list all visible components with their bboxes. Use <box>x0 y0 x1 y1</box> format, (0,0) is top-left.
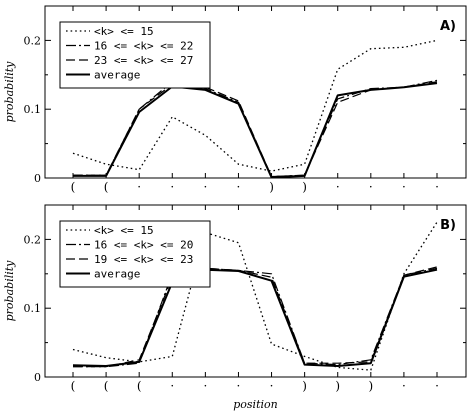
x-tick-label: · <box>435 379 439 393</box>
series-line-2 <box>73 79 438 178</box>
series-line-4 <box>73 82 438 179</box>
panel-label: A) <box>440 19 456 34</box>
x-tick-label: ( <box>137 379 142 393</box>
series-line-2 <box>73 267 438 368</box>
plot-frame <box>44 204 467 378</box>
y-tick-label: 0.2 <box>24 34 42 47</box>
x-tick-label: ( <box>71 379 76 393</box>
x-tick-label: · <box>402 180 406 194</box>
x-tick-label: · <box>137 180 141 194</box>
x-tick-label: ( <box>104 180 109 194</box>
x-tick-label: · <box>270 379 274 393</box>
chart-panel-2: 0 0.1 0.2 ( ( ( · · · ·))) · · probability position B)… <box>3 204 467 411</box>
x-tick-label: · <box>170 180 174 194</box>
x-tick-label: · <box>203 379 207 393</box>
x-tick-label: · <box>369 180 373 194</box>
x-axis-label: position <box>233 398 277 411</box>
legend-entry: 16 <= <k> <= 22 <box>94 40 193 53</box>
legend-entry: 23 <= <k> <= 27 <box>94 54 193 67</box>
x-tick-label: · <box>336 180 340 194</box>
y-tick-label: 0.1 <box>24 302 42 315</box>
y-axis-label: probability <box>3 61 16 123</box>
x-tick-label: · <box>402 379 406 393</box>
x-tick-label: ) <box>269 180 274 194</box>
x-tick-label: ) <box>368 379 373 393</box>
y-axis-label: probability <box>3 260 16 322</box>
panel-label: B) <box>440 218 456 233</box>
x-tick-label: ) <box>302 180 307 194</box>
x-tick-label: · <box>237 379 241 393</box>
series-line-3 <box>73 81 438 178</box>
y-tick-label: 0 <box>34 172 41 185</box>
legend-entry: 19 <= <k> <= 23 <box>94 253 193 266</box>
x-tick-label: ) <box>335 379 340 393</box>
legend-entry: 16 <= <k> <= 20 <box>94 239 193 252</box>
legend-entry: average <box>94 268 140 281</box>
x-tick-label: · <box>203 180 207 194</box>
legend-entry: <k> <= 15 <box>94 224 154 237</box>
x-tick-label: ( <box>71 180 76 194</box>
x-tick-label: · <box>170 379 174 393</box>
legend-box <box>59 220 211 288</box>
series-line-4 <box>72 268 438 367</box>
legend-entry: average <box>94 69 140 82</box>
plot-frame <box>44 5 467 179</box>
y-tick-label: 0.2 <box>24 233 42 246</box>
legend-entry: <k> <= 15 <box>94 25 154 38</box>
legend-box <box>59 21 211 89</box>
x-tick-label: · <box>237 180 241 194</box>
y-tick-label: 0 <box>34 371 41 384</box>
x-tick-label: · <box>435 180 439 194</box>
y-tick-label: 0.1 <box>24 103 42 116</box>
chart-panel-1: 0 0.1 0.2 ( ( · · · ·)) · · · · probability A) <k> <= 1… <box>3 5 467 194</box>
x-tick-label: ) <box>302 379 307 393</box>
x-tick-label: ( <box>104 379 109 393</box>
